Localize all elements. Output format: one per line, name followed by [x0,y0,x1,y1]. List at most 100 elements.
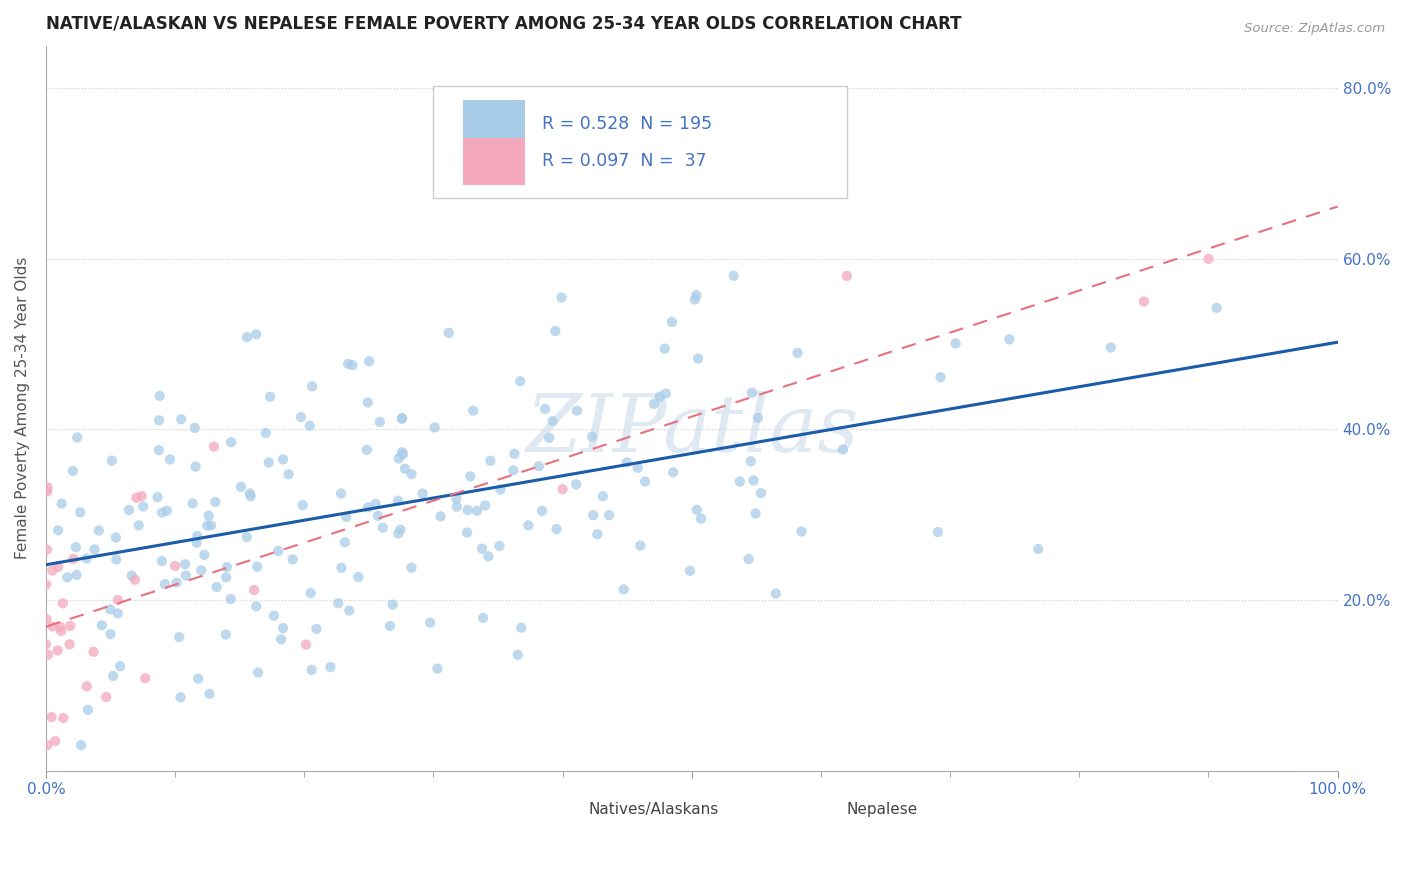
Point [107,593,129,607]
Point [456,525,478,540]
Point [148,443,170,458]
Point [298,418,321,433]
Point [471,541,494,556]
Point [544,324,567,338]
Point [200,518,222,533]
Point [198,687,221,701]
Point [662,465,685,479]
Point [356,442,378,457]
Point [271,452,294,467]
Point [56,570,79,584]
Point [166,575,188,590]
Point [41,564,63,578]
Point [70,738,93,752]
Point [479,454,502,468]
Point [219,435,242,450]
Point [534,401,557,416]
Point [153,577,176,591]
Point [121,568,143,582]
Point [643,397,665,411]
Point [46,560,69,574]
Point [131,489,153,503]
Point [246,559,269,574]
Point [381,598,404,612]
Point [744,507,766,521]
Point [463,403,485,417]
Point [35,612,58,626]
Point [125,491,148,505]
Text: Natives/Alaskans: Natives/Alaskans [589,802,718,816]
Point [419,615,441,630]
Point [243,582,266,597]
Point [945,336,967,351]
Point [159,452,181,467]
Point [598,508,620,523]
Point [205,580,228,594]
Point [582,508,605,523]
Point [76,679,98,693]
Point [765,586,787,600]
Point [277,467,299,482]
Point [790,524,813,539]
Point [301,663,323,677]
Point [290,410,312,425]
Point [215,560,238,574]
Point [41,710,63,724]
Point [749,486,772,500]
Point [246,665,269,680]
FancyBboxPatch shape [463,100,526,147]
FancyBboxPatch shape [463,137,526,185]
Point [295,638,318,652]
Text: R = 0.097  N =  37: R = 0.097 N = 37 [541,153,707,170]
Point [291,498,314,512]
FancyBboxPatch shape [433,86,846,198]
Point [150,506,173,520]
Point [786,346,808,360]
Point [387,526,409,541]
Point [654,342,676,356]
Point [510,621,533,635]
Point [37,648,59,662]
Point [167,630,190,644]
Point [49,624,72,638]
Point [215,627,238,641]
FancyBboxPatch shape [790,789,842,828]
Point [59,619,82,633]
Point [1133,294,1156,309]
Point [357,354,380,368]
Point [239,486,262,500]
Point [65,541,87,555]
Text: NATIVE/ALASKAN VS NEPALESE FEMALE POVERTY AMONG 25-34 YEAR OLDS CORRELATION CHAR: NATIVE/ALASKAN VS NEPALESE FEMALE POVERT… [46,15,962,33]
Point [586,527,609,541]
Point [305,622,328,636]
Point [472,611,495,625]
Point [52,711,75,725]
Point [357,500,380,515]
Point [254,425,277,440]
Point [87,524,110,538]
Point [96,690,118,704]
Point [35,484,58,499]
Point [337,603,360,617]
Point [146,490,169,504]
Point [335,509,357,524]
Point [257,455,280,469]
Point [90,618,112,632]
Point [35,637,58,651]
Point [747,411,769,425]
Point [184,459,207,474]
Point [202,440,225,454]
Point [929,370,952,384]
Point [77,703,100,717]
Point [104,531,127,545]
Point [319,660,342,674]
Point [46,524,69,538]
Point [401,560,423,574]
Point [108,659,131,673]
Point [437,326,460,340]
Point [835,268,858,283]
FancyBboxPatch shape [531,789,583,828]
Point [193,548,215,562]
Point [52,596,75,610]
Point [648,390,671,404]
